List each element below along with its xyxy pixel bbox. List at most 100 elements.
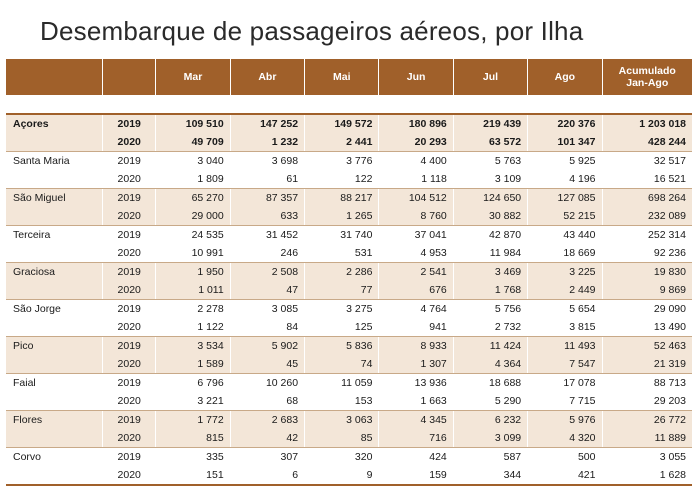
value-cell: 7 547 [527, 355, 603, 374]
value-cell: 1 232 [230, 133, 306, 152]
table-row: Flores 2019 1 772 2 683 3 063 4 345 6 232 5 976… [6, 410, 692, 429]
value-cell: 1 768 [453, 281, 529, 300]
value-cell: 3 221 [155, 392, 231, 411]
table-row: Graciosa 2019 1 950 2 508 2 286 2 541 3 469 3 2… [6, 262, 692, 281]
value-cell: 20 293 [378, 133, 454, 152]
island-cell [6, 466, 104, 486]
value-cell: 101 347 [527, 133, 603, 152]
value-cell: 3 225 [527, 262, 603, 281]
island-cell: Santa Maria [6, 151, 104, 170]
island-cell [6, 244, 104, 263]
value-cell: 92 236 [602, 244, 692, 263]
value-cell: 13 936 [378, 373, 454, 392]
value-cell: 4 364 [453, 355, 529, 374]
year-cell: 2019 [102, 299, 157, 318]
year-cell: 2019 [102, 336, 157, 355]
value-cell: 85 [304, 429, 380, 448]
table-header-row: Mar Abr Mai Jun Jul Ago Acumulado Jan-Ago [6, 59, 692, 95]
value-cell: 19 830 [602, 262, 692, 281]
island-cell: Flores [6, 410, 104, 429]
value-cell: 8 933 [378, 336, 454, 355]
table-row: Açores 2019 109 510 147 252 149 572 180 896 21… [6, 113, 692, 133]
value-cell: 246 [230, 244, 306, 263]
year-cell: 2020 [102, 318, 157, 337]
value-cell: 16 521 [602, 170, 692, 189]
value-cell: 11 984 [453, 244, 529, 263]
value-cell: 716 [378, 429, 454, 448]
value-cell: 6 232 [453, 410, 529, 429]
year-cell: 2020 [102, 355, 157, 374]
value-cell: 5 763 [453, 151, 529, 170]
value-cell: 124 650 [453, 188, 529, 207]
value-cell: 2 508 [230, 262, 306, 281]
table-row: 2020 815 42 85 716 3 099 4 320 11 889 [6, 429, 692, 448]
value-cell: 18 669 [527, 244, 603, 263]
value-cell: 84 [230, 318, 306, 337]
year-cell: 2019 [102, 373, 157, 392]
value-cell: 37 041 [378, 225, 454, 244]
value-cell: 11 889 [602, 429, 692, 448]
year-cell: 2020 [102, 466, 157, 486]
island-cell: Faial [6, 373, 104, 392]
value-cell: 4 196 [527, 170, 603, 189]
value-cell: 5 976 [527, 410, 603, 429]
value-cell: 88 217 [304, 188, 380, 207]
value-cell: 153 [304, 392, 380, 411]
value-cell: 109 510 [155, 113, 231, 133]
value-cell: 43 440 [527, 225, 603, 244]
island-cell: São Miguel [6, 188, 104, 207]
year-cell: 2020 [102, 207, 157, 226]
value-cell: 9 869 [602, 281, 692, 300]
value-cell: 531 [304, 244, 380, 263]
value-cell: 3 099 [453, 429, 529, 448]
year-cell: 2019 [102, 410, 157, 429]
column-header: Abr [230, 59, 306, 95]
island-cell: São Jorge [6, 299, 104, 318]
value-cell: 219 439 [453, 113, 529, 133]
value-cell: 3 063 [304, 410, 380, 429]
table-row: Terceira 2019 24 535 31 452 31 740 37 041 42 8… [6, 225, 692, 244]
value-cell: 815 [155, 429, 231, 448]
value-cell: 587 [453, 447, 529, 466]
value-cell: 676 [378, 281, 454, 300]
value-cell: 424 [378, 447, 454, 466]
value-cell: 18 688 [453, 373, 529, 392]
value-cell: 3 698 [230, 151, 306, 170]
table-row: Santa Maria 2019 3 040 3 698 3 776 4 400 5 763… [6, 151, 692, 170]
value-cell: 2 441 [304, 133, 380, 152]
island-cell: Açores [6, 113, 104, 133]
value-cell: 29 203 [602, 392, 692, 411]
value-cell: 220 376 [527, 113, 603, 133]
value-cell: 421 [527, 466, 603, 486]
table-row: 2020 1 809 61 122 1 118 3 109 4 196 16 521 [6, 170, 692, 189]
table-row: 2020 1 589 45 74 1 307 4 364 7 547 21 319 [6, 355, 692, 374]
island-cell: Pico [6, 336, 104, 355]
value-cell: 941 [378, 318, 454, 337]
year-cell: 2020 [102, 244, 157, 263]
value-cell: 1 663 [378, 392, 454, 411]
table-row: Faial 2019 6 796 10 260 11 059 13 936 18 688 17… [6, 373, 692, 392]
table-row: São Jorge 2019 2 278 3 085 3 275 4 764 5 756 5 … [6, 299, 692, 318]
value-cell: 3 815 [527, 318, 603, 337]
value-cell: 87 357 [230, 188, 306, 207]
year-cell: 2020 [102, 392, 157, 411]
value-cell: 26 772 [602, 410, 692, 429]
island-cell [6, 318, 104, 337]
table-spacer-row [6, 95, 692, 114]
value-cell: 5 925 [527, 151, 603, 170]
year-cell: 2020 [102, 429, 157, 448]
value-cell: 335 [155, 447, 231, 466]
value-cell: 10 991 [155, 244, 231, 263]
value-cell: 10 260 [230, 373, 306, 392]
value-cell: 2 286 [304, 262, 380, 281]
island-cell [6, 429, 104, 448]
value-cell: 500 [527, 447, 603, 466]
value-cell: 3 040 [155, 151, 231, 170]
value-cell: 1 265 [304, 207, 380, 226]
value-cell: 52 463 [602, 336, 692, 355]
column-header: Jun [378, 59, 454, 95]
value-cell: 3 055 [659, 451, 686, 463]
year-cell: 2020 [102, 281, 157, 300]
value-cell: 52 215 [527, 207, 603, 226]
value-cell: 4 345 [378, 410, 454, 429]
